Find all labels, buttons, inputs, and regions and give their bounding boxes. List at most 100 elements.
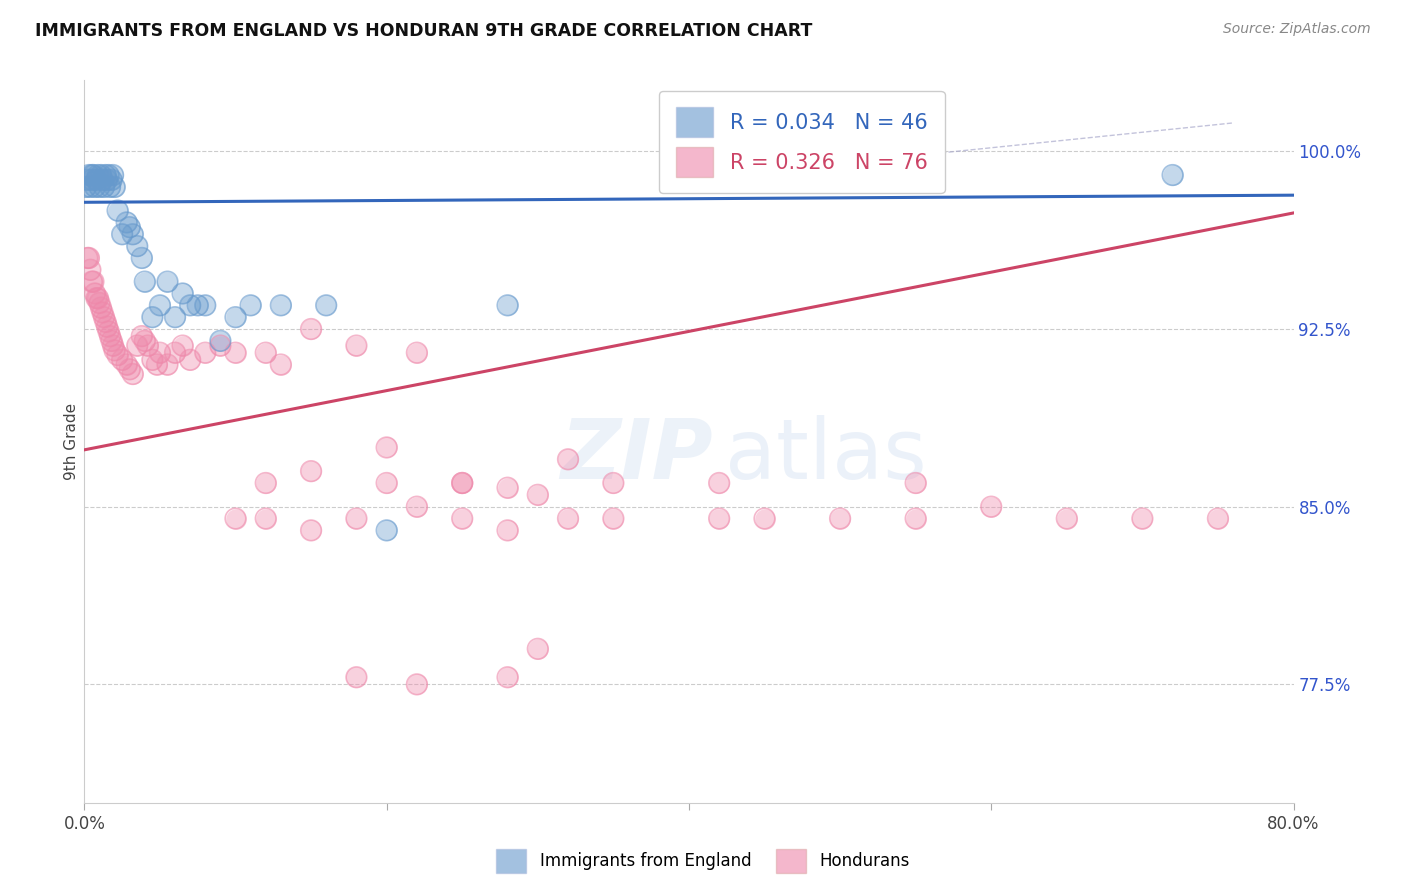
Point <box>82 168 104 182</box>
Point <box>557 511 579 525</box>
Point <box>134 334 156 348</box>
Point <box>94 315 117 329</box>
Point <box>97 325 120 339</box>
Point <box>118 362 141 376</box>
Point <box>209 338 232 352</box>
Point <box>134 275 156 289</box>
Point <box>107 348 129 362</box>
Point <box>527 488 550 502</box>
Point <box>187 298 209 312</box>
Point <box>79 262 101 277</box>
Point <box>225 345 247 359</box>
Point <box>156 358 179 372</box>
Point <box>131 251 153 265</box>
Point <box>270 358 292 372</box>
Point <box>179 352 201 367</box>
Point <box>254 511 277 525</box>
Point <box>121 227 143 242</box>
Point <box>80 275 103 289</box>
Point <box>80 168 103 182</box>
Point <box>406 677 429 691</box>
Point <box>375 441 398 455</box>
Point <box>136 338 159 352</box>
Point <box>406 500 429 514</box>
Point <box>86 173 108 187</box>
Point <box>346 670 368 684</box>
Point <box>91 173 114 187</box>
Point <box>104 343 127 358</box>
Point <box>136 338 159 352</box>
Point <box>82 168 104 182</box>
Point <box>904 475 927 490</box>
Point <box>77 168 100 182</box>
Point <box>115 215 138 229</box>
Point <box>172 338 194 352</box>
Point <box>239 298 262 312</box>
Point <box>96 319 118 334</box>
Point <box>270 358 292 372</box>
Point <box>96 319 118 334</box>
Point <box>179 298 201 312</box>
Point <box>76 173 98 187</box>
Point <box>98 329 121 343</box>
Point <box>97 168 120 182</box>
Point <box>754 511 776 525</box>
Point <box>84 286 107 301</box>
Point <box>496 481 519 495</box>
Point <box>75 180 97 194</box>
Text: Source: ZipAtlas.com: Source: ZipAtlas.com <box>1223 22 1371 37</box>
Point <box>101 168 124 182</box>
Point <box>107 203 129 218</box>
Point <box>127 338 149 352</box>
Point <box>179 298 201 312</box>
Point <box>451 475 474 490</box>
Point <box>75 180 97 194</box>
Point <box>77 168 100 182</box>
Legend: R = 0.034   N = 46, R = 0.326   N = 76: R = 0.034 N = 46, R = 0.326 N = 76 <box>659 91 945 194</box>
Point <box>87 168 110 182</box>
Point <box>149 298 172 312</box>
Point <box>1161 168 1184 182</box>
Point <box>101 168 124 182</box>
Point <box>89 296 111 310</box>
Point <box>1206 511 1229 525</box>
Point <box>270 298 292 312</box>
Point <box>79 180 101 194</box>
Point <box>346 511 368 525</box>
Point <box>194 345 217 359</box>
Text: atlas: atlas <box>725 416 927 497</box>
Point <box>527 641 550 656</box>
Point <box>254 475 277 490</box>
Point <box>100 173 122 187</box>
Point <box>451 475 474 490</box>
Point <box>346 338 368 352</box>
Point <box>127 239 149 253</box>
Point <box>80 173 103 187</box>
Point <box>86 291 108 305</box>
Point <box>149 298 172 312</box>
Point <box>93 310 115 325</box>
Point <box>709 511 731 525</box>
Point <box>299 464 322 478</box>
Point <box>172 286 194 301</box>
Point <box>557 511 579 525</box>
Point <box>91 305 114 319</box>
Point <box>209 334 232 348</box>
Point <box>98 180 121 194</box>
Point <box>100 334 122 348</box>
Point <box>904 168 927 182</box>
Point <box>1161 168 1184 182</box>
Point <box>254 345 277 359</box>
Point <box>101 338 124 352</box>
Point <box>299 524 322 538</box>
Point <box>149 345 172 359</box>
Point <box>87 291 110 305</box>
Point <box>194 298 217 312</box>
Point <box>89 296 111 310</box>
Point <box>87 168 110 182</box>
Point <box>194 345 217 359</box>
Point <box>1130 511 1153 525</box>
Point <box>93 180 115 194</box>
Point <box>86 173 108 187</box>
Point <box>86 291 108 305</box>
